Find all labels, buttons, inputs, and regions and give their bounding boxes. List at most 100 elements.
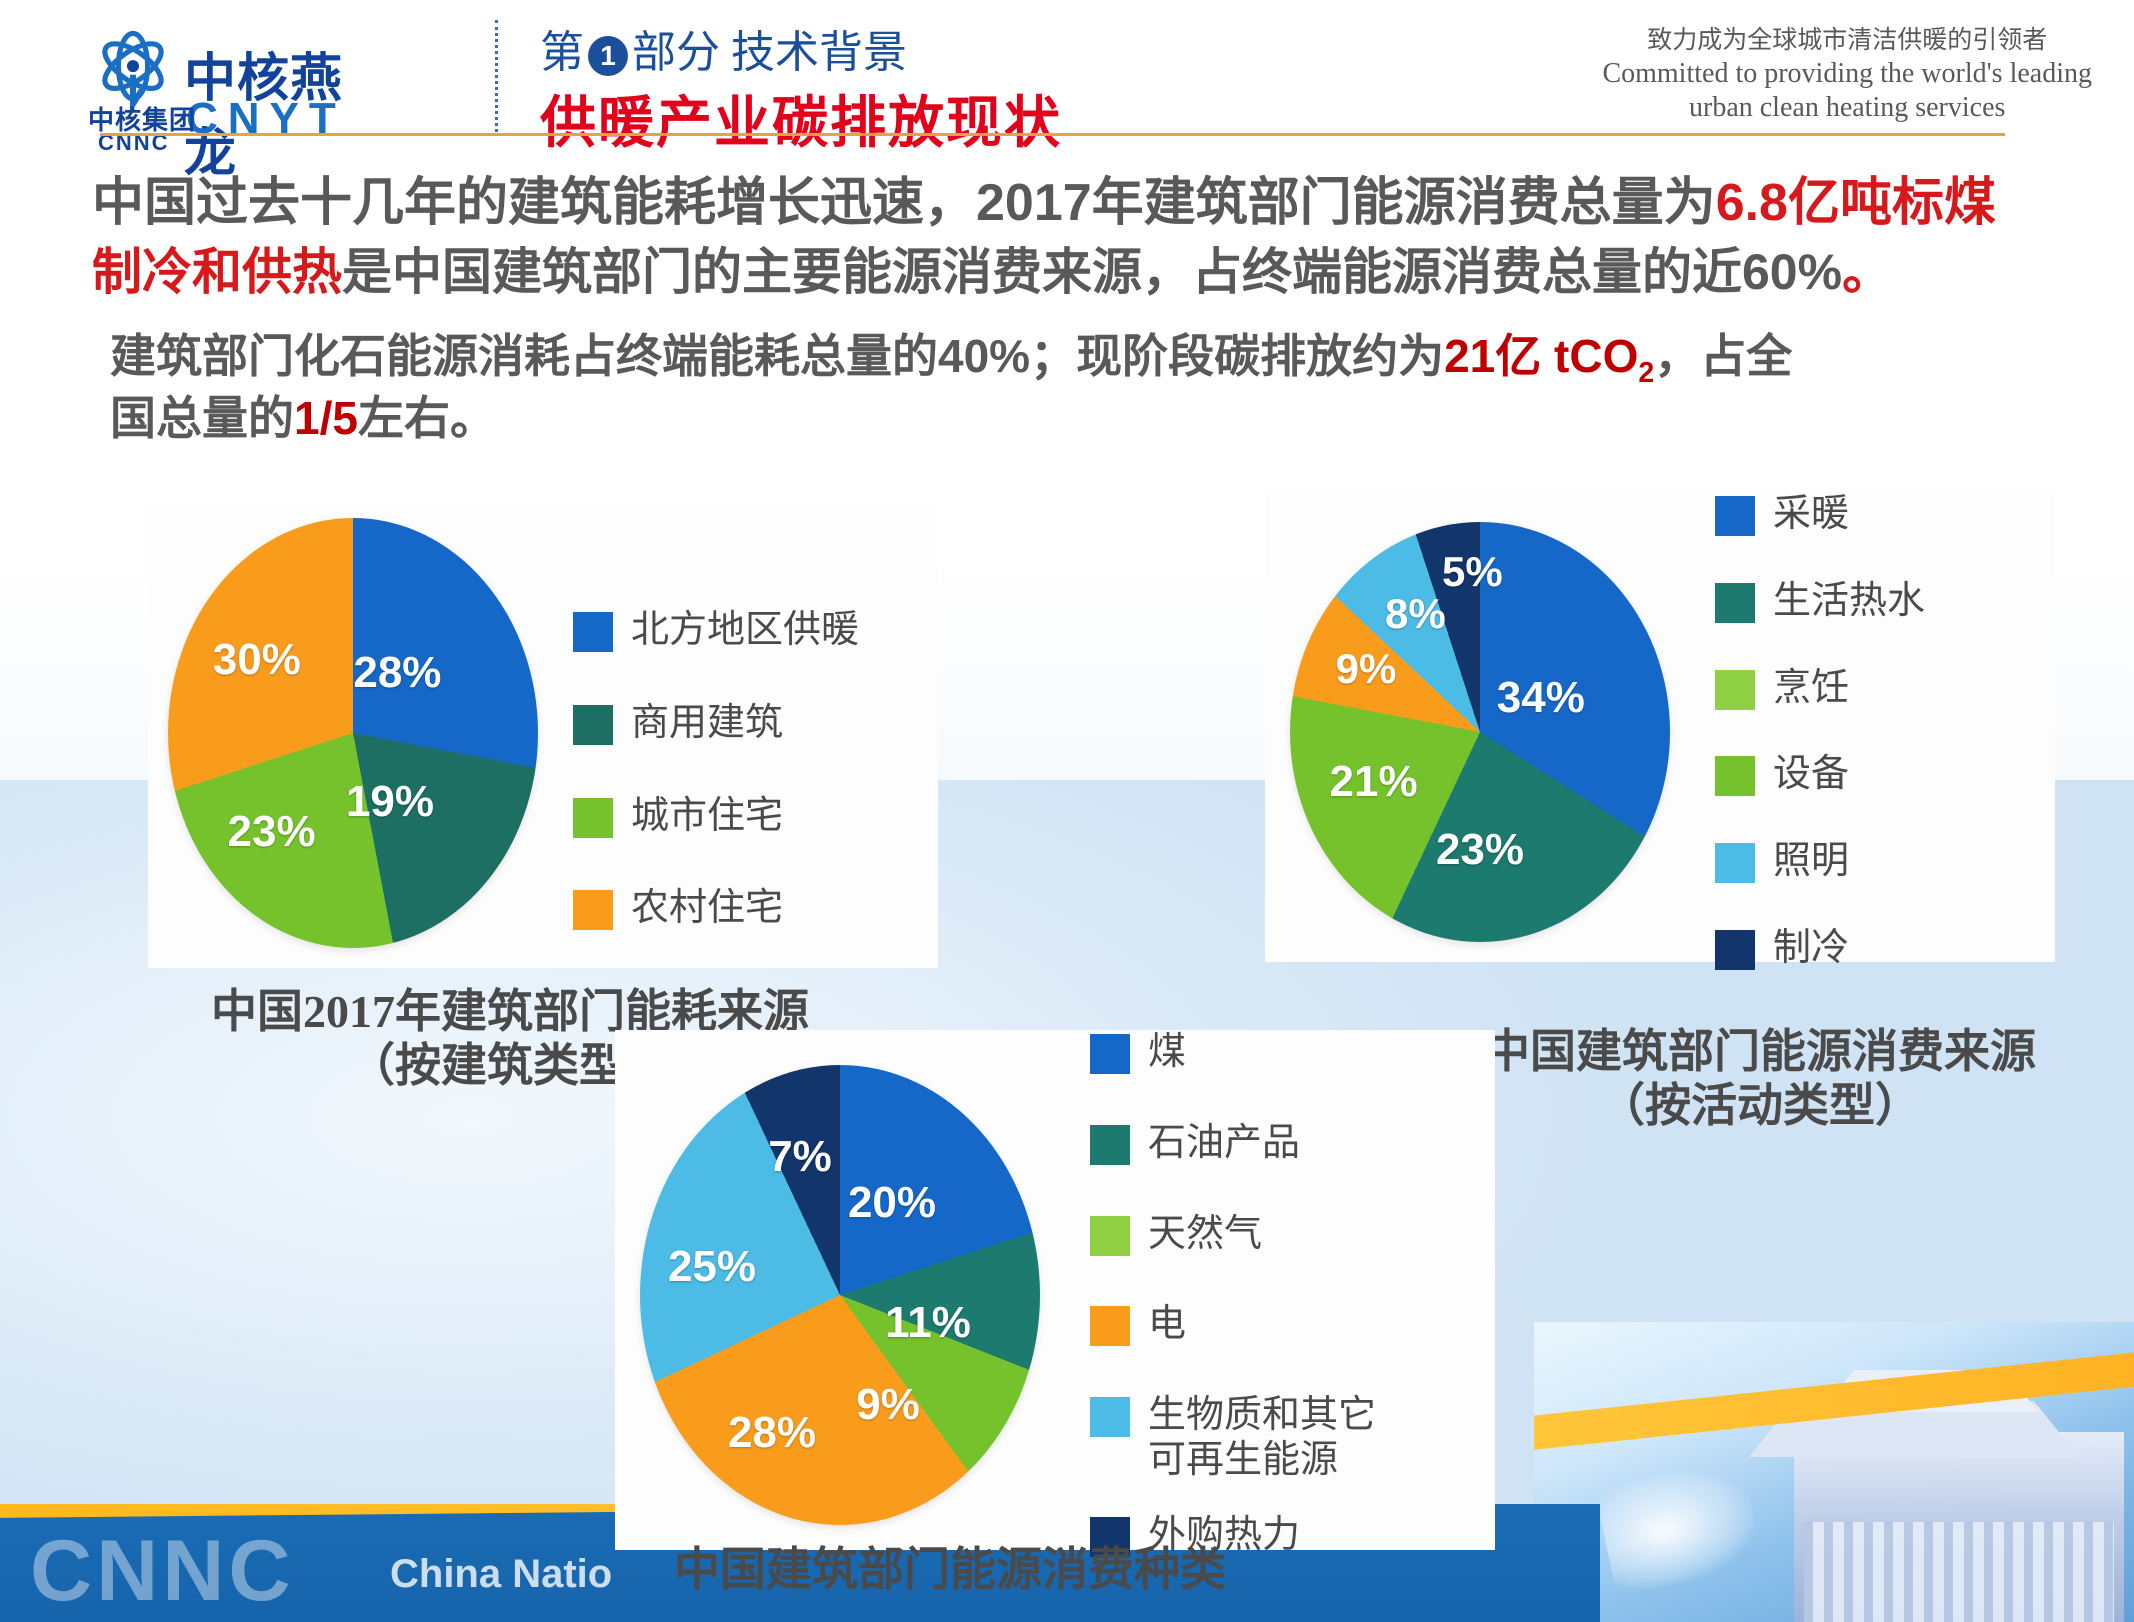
legend-swatch-icon (1715, 582, 1755, 623)
atom-nucleus-icon (126, 60, 140, 73)
legend-swatch-icon (1090, 1215, 1130, 1256)
legend-item[interactable]: 采暖 (1715, 492, 1925, 537)
body-line-3-subscript: 2 (1638, 357, 1655, 390)
legend-swatch-icon (1090, 1034, 1130, 1074)
pie-label-2: 9% (856, 1380, 920, 1430)
legend-label: 烹饪 (1773, 666, 1850, 709)
legend-swatch-icon (573, 704, 613, 745)
legend-swatch-icon (573, 612, 613, 652)
legend-label: 煤 (1148, 1031, 1187, 1073)
legend-building-type: 北方地区供暖 商用建筑 城市住宅 农村住宅 (573, 608, 859, 931)
part-prefix: 第 (540, 28, 584, 77)
company-logo: 中核燕龙 CNYT 中核集团 CNNC (86, 22, 356, 183)
tagline-en-line1: Committed to providing the world's leadi… (1602, 57, 2092, 89)
legend-label: 石油产品 (1148, 1121, 1301, 1164)
legend-label: 商用建筑 (631, 701, 784, 744)
chart-caption-activity-type: 中国建筑部门能源消费来源 （按活动类型） (1484, 1026, 2036, 1132)
section-breadcrumb: 第 1 部分 技术背景 (540, 16, 907, 80)
legend-activity-type: 采暖 生活热水 烹饪 设备 照明 制冷 (1715, 492, 1925, 971)
chart-caption-energy-kind: 中国建筑部门能源消费种类 (674, 1544, 1226, 1595)
part-number-badge: 1 (588, 36, 628, 76)
body-line-4: 国总量的1/5左右。 (110, 382, 496, 448)
legend-energy-kind: 煤 石油产品 天然气 电 生物质和其它 可再生能源 外购热力 (1090, 1030, 1376, 1558)
legend-label: 生物质和其它 可再生能源 (1148, 1394, 1377, 1482)
legend-label: 设备 (1773, 753, 1850, 796)
legend-item[interactable]: 照明 (1715, 839, 1925, 884)
body-line-3-highlight: 21亿 tCO2 (1444, 330, 1654, 389)
photo-colonnade (1804, 1522, 2114, 1622)
part-name: 技术背景 (731, 28, 907, 77)
logo-group-cn: 中核集团 (88, 105, 197, 135)
legend-swatch-icon (1090, 1306, 1130, 1347)
pie-label-4: 8% (1385, 590, 1446, 638)
legend-label: 制冷 (1773, 927, 1850, 970)
legend-label: 天然气 (1148, 1212, 1263, 1255)
pie-activity-type: 34% 23% 21% 9% 8% 5% (1290, 522, 1670, 942)
body-line-2: 制冷和供热是中国建筑部门的主要能源消费来源，占终端能源消费总量的近60%。 (92, 232, 1892, 304)
legend-label: 照明 (1773, 840, 1850, 883)
legend-item[interactable]: 烹饪 (1715, 666, 1925, 711)
header-rule (100, 133, 2005, 136)
pie-label-1: 19% (345, 776, 435, 826)
legend-item[interactable]: 设备 (1715, 752, 1925, 797)
page-title: 供暖产业碳排放现状 (540, 91, 1062, 154)
pie-label-1: 11% (885, 1297, 971, 1347)
legend-item[interactable]: 商用建筑 (573, 701, 859, 746)
body-line-4-tail: 左右。 (357, 392, 496, 444)
body-line-4-highlight: 1/5 (294, 392, 358, 444)
pie-label-5: 7% (768, 1132, 832, 1181)
body-line-3-text: 建筑部门化石能源消耗占终端能耗总量的40%；现阶段碳排放约为 (110, 330, 1445, 382)
pie-building-type: 28% 19% 23% 30% (168, 518, 538, 948)
legend-swatch-icon (573, 797, 613, 838)
pie-label-2: 23% (227, 806, 316, 856)
footer-cnnc-watermark: CNNC (30, 1523, 295, 1619)
body-line-2-period: 。 (1842, 244, 1893, 300)
body-line-2-highlight: 制冷和供热 (92, 244, 342, 300)
body-line-1: 中国过去十几年的建筑能耗增长迅速，2017年建筑部门能源消费总量为6.8亿吨标煤 (92, 160, 1996, 235)
chart-building-type: 28% 19% 23% 30% 北方地区供暖 商用建筑 城市住宅 农村住宅 (148, 508, 938, 968)
tagline: 致力成为全球城市清洁供暖的引领者 Committed to providing … (1602, 26, 2092, 125)
legend-swatch-icon (1715, 669, 1755, 710)
atom-icon (102, 30, 164, 115)
pie-label-2: 21% (1329, 757, 1418, 807)
chart-energy-kind: 20% 11% 9% 28% 25% 7% 煤 石油产品 天然气 电 (615, 1030, 1495, 1557)
legend-item[interactable]: 城市住宅 (573, 794, 859, 839)
legend-swatch-icon (1090, 1124, 1130, 1165)
legend-item[interactable]: 生活热水 (1715, 579, 1925, 624)
body-line-1-highlight: 6.8亿吨标煤 (1715, 174, 1996, 232)
legend-label: 生活热水 (1773, 579, 1926, 622)
pie-label-5: 5% (1442, 548, 1503, 596)
legend-swatch-icon (1715, 930, 1755, 971)
decorative-building-photo (1534, 1322, 2134, 1622)
legend-item[interactable]: 天然气 (1090, 1212, 1376, 1257)
pie-label-0: 28% (353, 647, 442, 697)
legend-swatch-icon (573, 890, 613, 931)
legend-swatch-icon (1715, 843, 1755, 884)
legend-item[interactable]: 北方地区供暖 (573, 608, 859, 653)
legend-item[interactable]: 制冷 (1715, 926, 1925, 971)
pie-label-3: 30% (212, 634, 301, 684)
legend-item[interactable]: 外购热力 (1090, 1513, 1376, 1558)
legend-item[interactable]: 石油产品 (1090, 1121, 1376, 1166)
pie-label-3: 28% (727, 1408, 817, 1457)
legend-item[interactable]: 煤 (1090, 1030, 1376, 1075)
legend-label: 外购热力 (1148, 1513, 1301, 1556)
legend-item[interactable]: 电 (1090, 1302, 1376, 1347)
tagline-cn: 致力成为全球城市清洁供暖的引领者 (1647, 27, 2048, 54)
footer-cnnc-subtitle: China Natio (390, 1552, 613, 1596)
legend-label: 农村住宅 (631, 887, 784, 930)
chart-activity-type: 34% 23% 21% 9% 8% 5% 采暖 生活热水 烹饪 设备 (1265, 492, 2055, 971)
legend-label: 北方地区供暖 (631, 609, 860, 651)
body-line-3-highlight-text: 21亿 tCO (1444, 330, 1639, 382)
pie-label-3: 9% (1335, 645, 1397, 692)
legend-item[interactable]: 生物质和其它 可再生能源 (1090, 1393, 1376, 1483)
legend-item[interactable]: 农村住宅 (573, 886, 859, 931)
pie-label-4: 25% (667, 1242, 757, 1292)
legend-swatch-icon (1090, 1516, 1130, 1557)
body-line-4-text: 国总量的 (110, 392, 294, 444)
body-line-2-text: 是中国建筑部门的主要能源消费来源，占终端能源消费总量的近60% (342, 244, 1843, 300)
body-line-3: 建筑部门化石能源消耗占终端能耗总量的40%；现阶段碳排放约为21亿 tCO2，占… (110, 320, 1792, 390)
legend-label: 城市住宅 (631, 794, 784, 837)
body-line-1-text: 中国过去十几年的建筑能耗增长迅速，2017年建筑部门能源消费总量为 (92, 174, 1716, 232)
